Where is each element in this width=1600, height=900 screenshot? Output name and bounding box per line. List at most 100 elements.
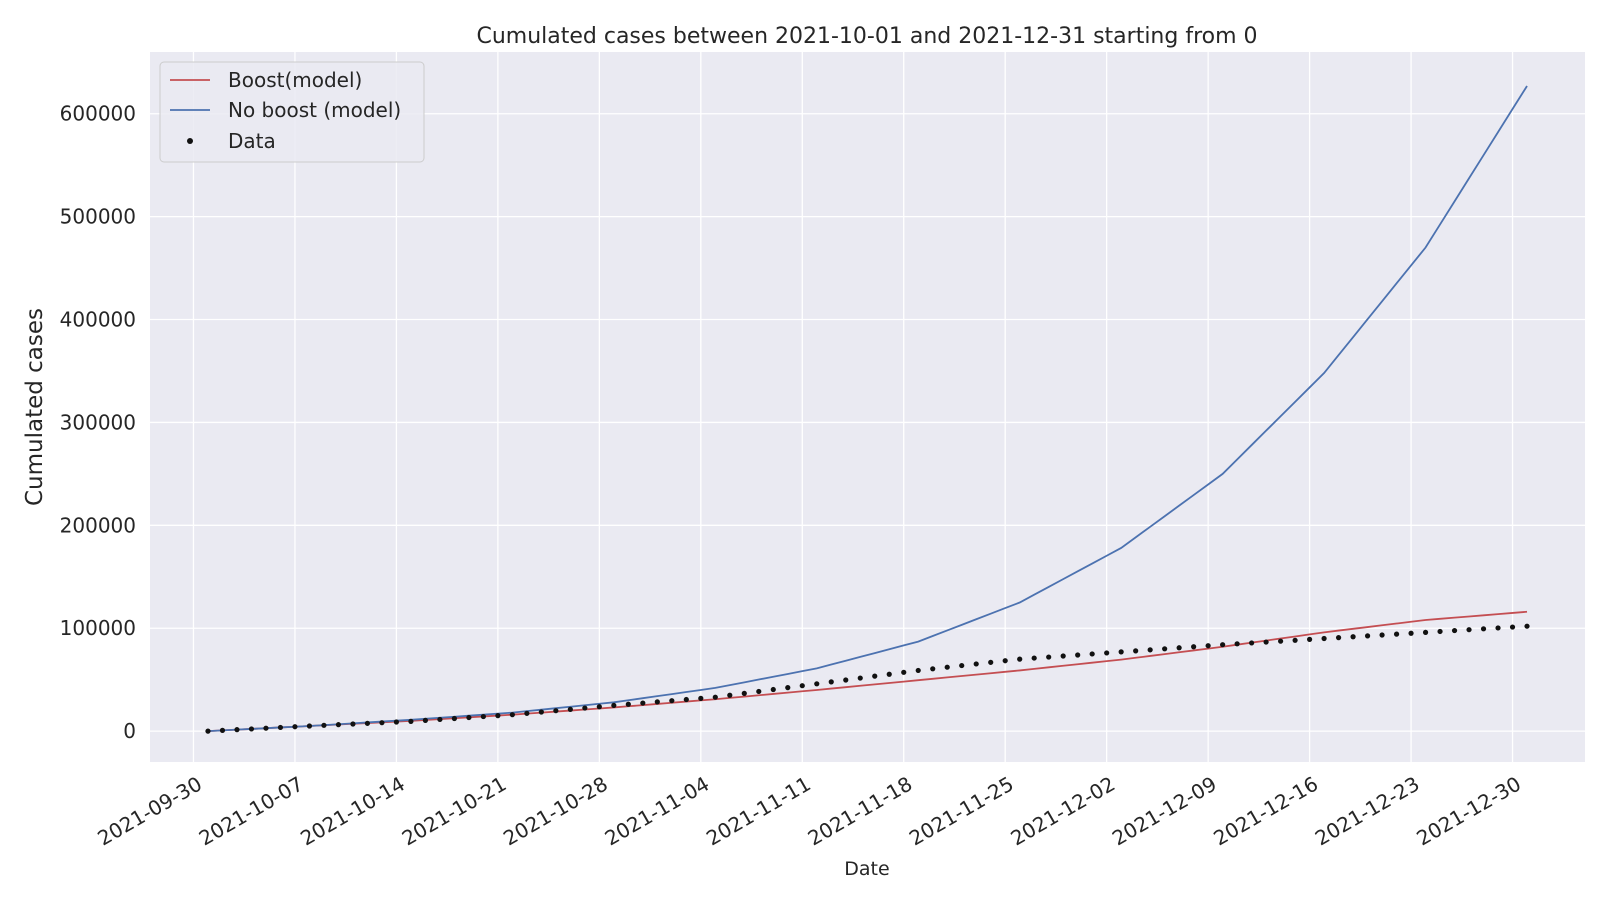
data-point (1191, 644, 1197, 650)
y-tick-label: 600000 (60, 102, 136, 126)
y-tick-label: 300000 (60, 410, 136, 434)
x-axis-label: Date (844, 858, 889, 880)
data-point (509, 712, 515, 718)
data-point (828, 679, 834, 685)
data-point (582, 705, 588, 711)
data-point (1075, 652, 1081, 658)
data-point (611, 702, 617, 709)
data-point (654, 699, 660, 705)
series-layer (205, 85, 1530, 734)
series-line-1 (207, 85, 1528, 733)
data-point (466, 714, 472, 721)
data-point (277, 724, 284, 731)
y-tick-label: 100000 (60, 616, 136, 640)
data-point (901, 669, 907, 675)
data-point (263, 725, 269, 731)
data-point (770, 686, 776, 693)
data-point (1002, 658, 1008, 664)
data-point (234, 727, 240, 733)
data-point (321, 722, 327, 728)
chart-title: Cumulated cases between 2021-10-01 and 2… (476, 24, 1257, 49)
data-point (408, 718, 414, 724)
data-point (973, 661, 979, 667)
data-point (1307, 636, 1313, 643)
data-point (1335, 635, 1342, 641)
data-point (1408, 630, 1414, 636)
data-point (1393, 631, 1400, 637)
y-tick-label: 200000 (60, 513, 136, 537)
data-point (669, 698, 675, 704)
data-point (422, 717, 428, 724)
data-point (799, 683, 805, 689)
data-point (1017, 656, 1023, 662)
data-point (1249, 640, 1255, 646)
data-point (1220, 642, 1226, 648)
data-point (1118, 649, 1124, 655)
plot-area (150, 52, 1585, 762)
y-axis-label: Cumulated cases (22, 308, 48, 506)
data-point (364, 720, 371, 726)
data-point (1437, 628, 1443, 635)
data-point (930, 666, 936, 672)
data-point (248, 726, 255, 732)
data-point (1147, 647, 1153, 653)
data-point (1422, 629, 1429, 635)
legend-label-no-boost: No boost (model) (228, 98, 401, 122)
data-point (756, 688, 762, 695)
data-point (1104, 650, 1110, 656)
data-point (553, 708, 559, 714)
data-point (524, 710, 530, 716)
data-point (437, 716, 443, 723)
data-point (1176, 645, 1182, 651)
data-point (727, 692, 733, 698)
data-point (741, 690, 747, 696)
data-point (393, 719, 400, 725)
data-point (1046, 654, 1052, 660)
data-point (712, 694, 718, 700)
data-point (698, 695, 704, 701)
data-point (1451, 627, 1458, 634)
data-point (596, 704, 602, 710)
data-point (1133, 648, 1139, 654)
legend-box (159, 61, 425, 163)
legend-swatch-data (187, 138, 193, 144)
data-point (1089, 651, 1095, 657)
data-point (205, 728, 211, 734)
y-tick-labels: 0 100000 200000 300000 400000 500000 600000 (60, 102, 136, 743)
data-point (872, 673, 878, 679)
data-point (1524, 623, 1530, 629)
data-point (306, 723, 313, 729)
data-point (1263, 639, 1269, 645)
data-point (335, 722, 342, 728)
grid (150, 52, 1585, 762)
data-point (1379, 632, 1385, 638)
data-point (292, 724, 298, 730)
data-point (350, 721, 356, 727)
data-point (683, 696, 689, 703)
data-point (1466, 627, 1472, 633)
data-point (988, 659, 994, 665)
data-point (814, 681, 820, 687)
data-point (785, 685, 791, 691)
data-point (1278, 638, 1284, 644)
data-point (1292, 637, 1298, 643)
data-point (1480, 626, 1487, 632)
data-point (843, 677, 849, 683)
data-point (1060, 653, 1066, 659)
data-point (538, 709, 544, 715)
legend-label-boost: Boost(model) (228, 68, 362, 92)
data-point (944, 664, 950, 670)
data-point (1205, 643, 1211, 649)
data-point (915, 667, 921, 674)
data-point (1234, 641, 1240, 647)
data-point (1495, 625, 1501, 631)
data-point (640, 700, 646, 706)
data-point (567, 706, 573, 712)
data-point (857, 675, 863, 681)
legend-label-data: Data (228, 129, 276, 153)
data-point (959, 662, 965, 669)
data-point (1031, 655, 1037, 661)
data-point (886, 671, 892, 677)
data-point (451, 715, 457, 722)
legend: Boost(model) No boost (model) Data (159, 61, 425, 163)
